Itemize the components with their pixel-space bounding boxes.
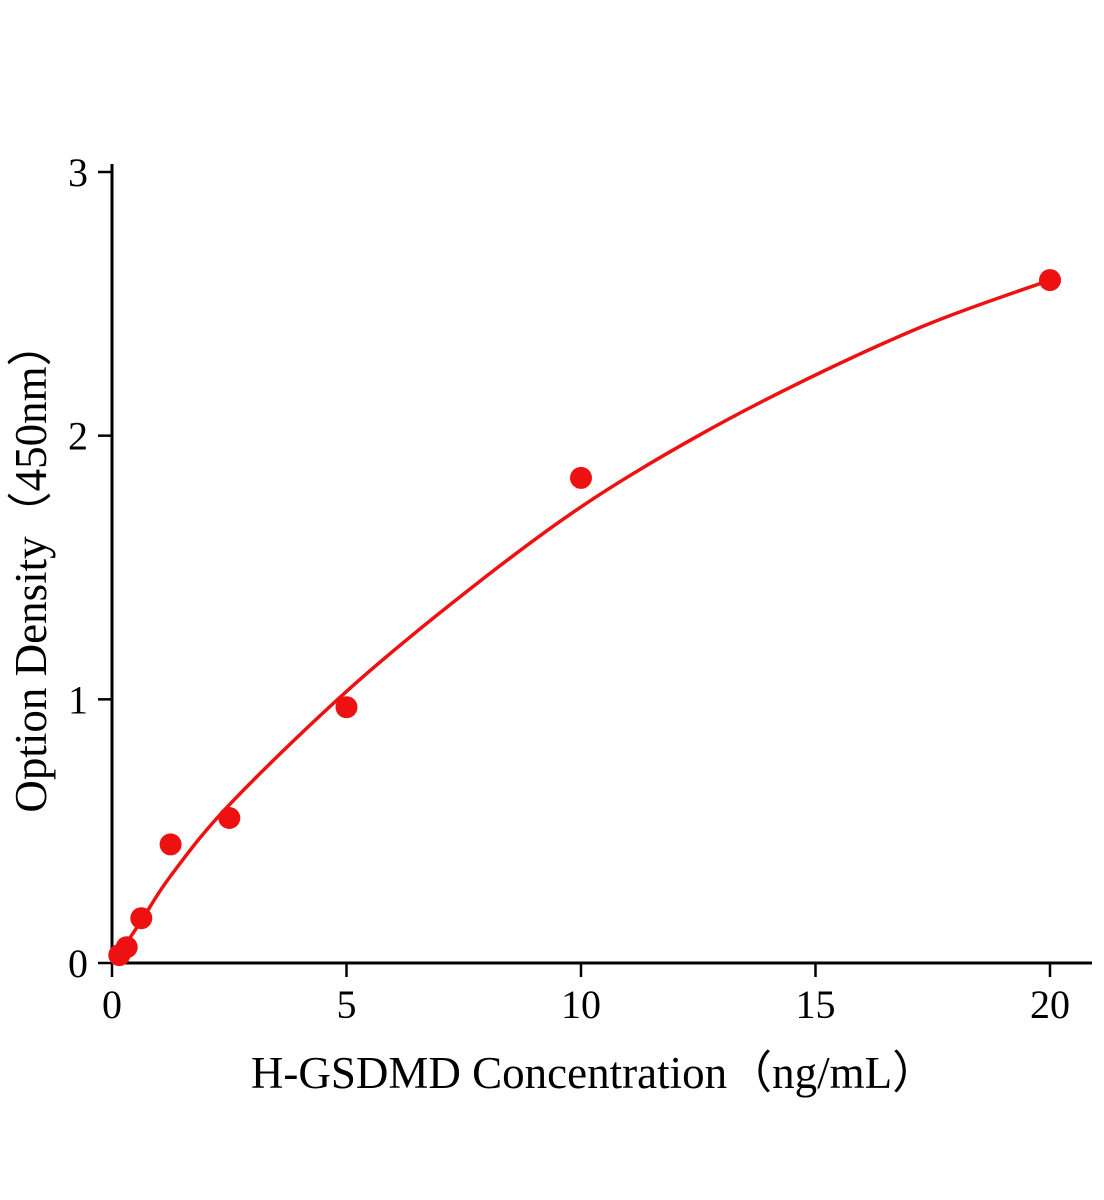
x-tick-label: 20 <box>1030 982 1070 1027</box>
data-point <box>1039 269 1061 292</box>
axis-ticks <box>98 170 1052 977</box>
x-axis-title: H-GSDMD Concentration（ng/mL） <box>251 1048 937 1098</box>
x-tick-label: 10 <box>561 982 601 1027</box>
data-point <box>335 696 358 719</box>
data-point <box>159 833 182 856</box>
data-point <box>218 807 241 829</box>
data-points <box>108 269 1061 967</box>
x-tick-label: 15 <box>796 982 836 1027</box>
y-tick-label: 2 <box>68 414 88 459</box>
x-tick-label: 0 <box>102 982 122 1027</box>
fit-curve <box>114 278 1052 960</box>
data-point <box>570 466 592 489</box>
data-point <box>115 936 138 959</box>
y-tick-label: 3 <box>68 150 88 195</box>
axes <box>110 164 1092 965</box>
y-axis-title: Option Density（450nm） <box>6 321 56 812</box>
y-tick-label: 0 <box>68 941 88 986</box>
axis-tick-labels: 0 5 10 15 20 0 1 2 3 <box>68 150 1070 1027</box>
data-point <box>130 907 153 930</box>
x-tick-label: 5 <box>337 982 357 1027</box>
y-tick-label: 1 <box>68 677 88 722</box>
